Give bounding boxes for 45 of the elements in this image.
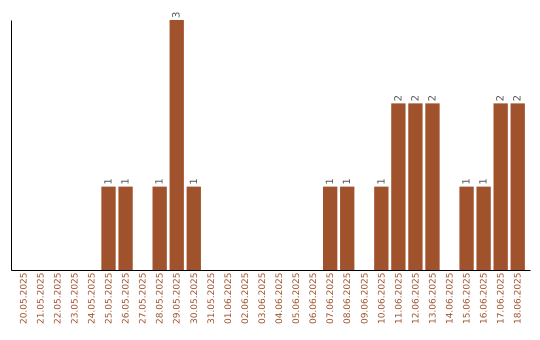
x-tick-label: 15.06.2025 [462, 272, 473, 324]
x-tick-label: 30.05.2025 [190, 272, 200, 324]
x-tick-label: 09.06.2025 [360, 272, 370, 324]
x-tick-label: 20.05.2025 [19, 272, 30, 324]
data-label: 1 [104, 178, 115, 185]
x-tick-label: 18.06.2025 [514, 272, 524, 324]
x-tick-label: 17.06.2025 [496, 272, 507, 324]
x-tick-label: 26.05.2025 [122, 272, 132, 324]
x-tick-label: 06.06.2025 [309, 272, 320, 324]
x-tick-label: 11.06.2025 [394, 272, 404, 324]
data-label: 2 [410, 94, 422, 102]
data-label: 1 [478, 178, 490, 185]
x-tick-label: 24.05.2025 [87, 272, 98, 324]
x-tick-label: 03.06.2025 [258, 272, 268, 324]
x-tick-label: 08.06.2025 [343, 272, 354, 324]
data-label: 3 [172, 12, 183, 18]
data-label: 1 [154, 178, 166, 185]
x-tick-label: 13.06.2025 [428, 272, 438, 324]
x-tick-label: 01.06.2025 [224, 272, 234, 324]
x-tick-label: 04.06.2025 [275, 272, 286, 324]
x-tick-label: 22.05.2025 [53, 272, 64, 324]
data-label: 2 [393, 94, 404, 102]
x-tick-label: 29.05.2025 [172, 272, 183, 324]
x-tick-label: 10.06.2025 [377, 272, 388, 324]
x-tick-label: 25.05.2025 [104, 272, 115, 324]
x-tick-label: 12.06.2025 [411, 272, 422, 324]
x-tick-label: 14.06.2025 [446, 272, 456, 324]
data-label: 1 [462, 178, 473, 185]
data-label: 1 [342, 178, 354, 185]
data-label: 2 [427, 94, 438, 102]
data-label: 2 [512, 94, 524, 102]
data-label: 1 [188, 178, 200, 185]
data-label: 1 [325, 178, 336, 185]
x-tick-label: 28.05.2025 [156, 272, 166, 324]
x-tick-label: 05.06.2025 [292, 272, 302, 324]
x-tick-label: 16.06.2025 [480, 272, 490, 324]
x-tick-label: 23.05.2025 [70, 272, 80, 324]
x-tick-label: 31.05.2025 [206, 272, 217, 324]
data-label: 1 [376, 178, 388, 185]
data-label: 1 [120, 178, 132, 185]
x-tick-label: 27.05.2025 [138, 272, 149, 324]
x-tick-label: 21.05.2025 [36, 272, 46, 324]
x-tick-label: 07.06.2025 [326, 272, 336, 324]
data-label: 2 [496, 94, 507, 102]
x-tick-label: 02.06.2025 [240, 272, 251, 324]
